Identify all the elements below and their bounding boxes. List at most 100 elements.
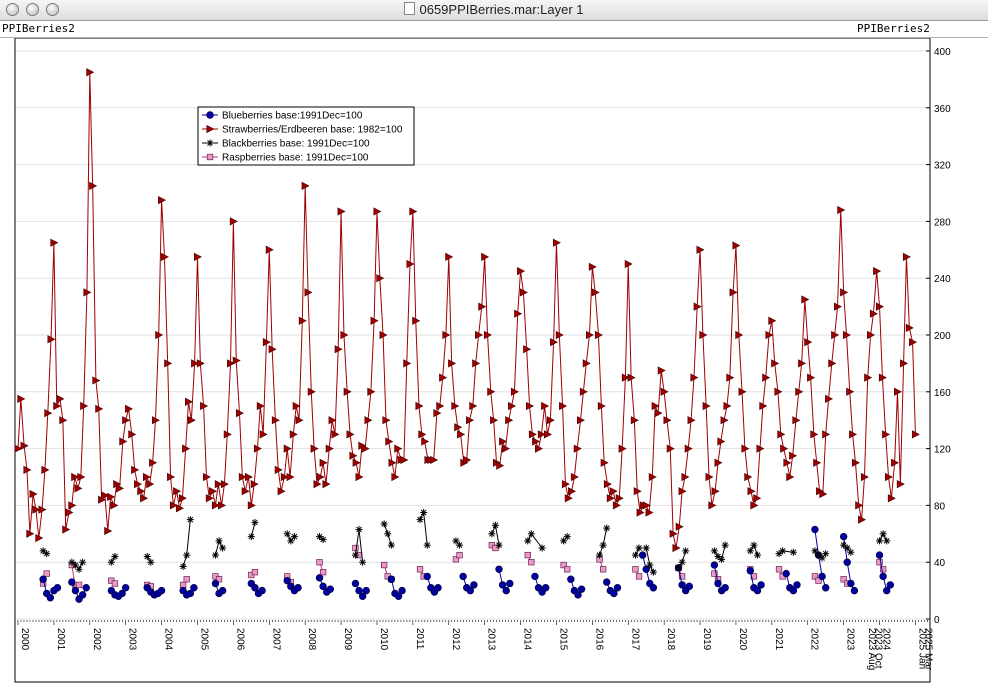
series-0-point-5 <box>68 578 76 586</box>
series-1-point-267 <box>813 458 822 467</box>
series-1-point-169 <box>519 288 528 297</box>
asterisk-stroke <box>316 533 323 540</box>
series-1-point-263 <box>801 295 810 304</box>
series-1-point-273 <box>831 330 840 340</box>
series-1-point-170 <box>523 345 532 354</box>
series-0-point-95 <box>839 532 848 541</box>
series-0-point-62 <box>541 584 550 592</box>
series-0-line-22 <box>814 529 827 588</box>
series-1-point-27 <box>95 404 104 413</box>
series-1-point-109 <box>340 330 349 340</box>
series-3-point-29 <box>492 544 499 552</box>
series-1-point-101 <box>316 472 325 482</box>
series-1-point-29 <box>101 491 110 500</box>
series-0-point-13 <box>118 589 126 598</box>
asterisk-stroke <box>646 562 653 568</box>
series-1-point-250 <box>762 373 771 382</box>
series-2-point-64 <box>815 551 823 559</box>
series-1-point-212 <box>648 472 657 482</box>
series-0-point-6 <box>71 586 80 595</box>
series-1-point-133 <box>412 316 421 325</box>
series-3-point-46 <box>811 573 819 580</box>
series-0-point-83 <box>746 567 755 575</box>
series-2-point-52 <box>682 547 690 555</box>
asterisk-stroke <box>180 563 186 570</box>
x-tick-label-3: 2003 <box>127 628 138 651</box>
series-1-point-40 <box>134 480 142 489</box>
asterisk-stroke <box>715 553 721 560</box>
series-1-point-168 <box>517 267 526 276</box>
series-0-point-26 <box>218 586 227 595</box>
series-0-point-28 <box>251 584 259 592</box>
legend-box <box>197 106 415 166</box>
series-1-point-266 <box>810 430 819 439</box>
series-2-point-29 <box>416 516 424 524</box>
series-1-point-18 <box>68 501 77 510</box>
series-2-point-49 <box>649 568 657 576</box>
asterisk-stroke <box>424 542 431 549</box>
series-1-point-79 <box>250 480 259 489</box>
series-1-point-105 <box>328 416 337 425</box>
series-1-point-289 <box>878 373 887 382</box>
series-0-point-42 <box>362 586 370 595</box>
y-tick-label-80: 80 <box>934 501 946 512</box>
series-1-point-129 <box>400 455 409 465</box>
series-2-point-42 <box>596 551 604 559</box>
series-1-point-110 <box>343 387 352 396</box>
series-1-point-102 <box>319 458 328 467</box>
series-2-point-43 <box>599 541 607 549</box>
series-1-point-127 <box>394 444 403 453</box>
series-1-point-194 <box>594 330 603 340</box>
series-1-point-252 <box>768 316 777 325</box>
close-window-button[interactable] <box>6 3 19 16</box>
series-1-point-148 <box>457 430 466 439</box>
asterisk-stroke <box>747 547 754 554</box>
series-2-point-37 <box>524 537 532 545</box>
asterisk-stroke <box>722 542 729 549</box>
series-1-point-181 <box>555 330 564 340</box>
y-tick-label-200: 200 <box>934 331 951 342</box>
x-tick-label-17: 2017 <box>629 628 640 651</box>
series-1-point-270 <box>822 430 831 439</box>
series-0-point-23 <box>190 584 198 592</box>
series-1-point-104 <box>325 444 334 453</box>
asterisk-stroke <box>359 559 366 566</box>
minimize-window-button[interactable] <box>26 3 39 16</box>
series-2-point-46 <box>635 544 643 552</box>
series-1-point-241 <box>735 330 744 340</box>
series-1-point-13 <box>53 401 62 411</box>
series-3-point-1 <box>43 570 50 577</box>
series-1-point-215 <box>657 366 666 375</box>
zoom-window-button[interactable] <box>46 3 59 16</box>
series-2-point-18 <box>283 530 291 538</box>
y-tick-label-280: 280 <box>934 217 951 228</box>
series-2-point-9 <box>147 558 155 566</box>
series-1-point-202 <box>618 444 627 453</box>
series-1-point-39 <box>131 465 140 474</box>
series-1-point-58 <box>187 416 196 425</box>
series-1-point-246 <box>750 501 759 510</box>
series-1-line-0 <box>17 72 916 549</box>
series-2-point-11 <box>183 551 191 559</box>
asterisk-stroke <box>388 542 395 549</box>
series-1-point-227 <box>693 302 702 311</box>
series-1-point-171 <box>526 401 534 411</box>
asterisk-stroke <box>643 545 650 551</box>
series-1-point-125 <box>388 458 397 467</box>
series-1-point-7 <box>35 533 44 543</box>
series-1-point-135 <box>418 430 427 439</box>
series-1-point-11 <box>47 335 56 344</box>
series-1-point-1 <box>17 394 26 403</box>
series-1 <box>14 68 920 553</box>
series-1-point-225 <box>687 416 696 425</box>
series-1-point-300 <box>911 430 920 439</box>
series-1-point-155 <box>478 302 487 311</box>
series-1-point-219 <box>669 529 678 538</box>
series-1-point-249 <box>759 401 768 411</box>
series-1-point-97 <box>304 288 313 297</box>
series-1-point-236 <box>720 416 729 425</box>
series-1-point-280 <box>851 458 860 467</box>
series-0-point-35 <box>315 574 324 582</box>
series-1-point-117 <box>364 416 373 425</box>
series-0-point-57 <box>502 586 510 595</box>
